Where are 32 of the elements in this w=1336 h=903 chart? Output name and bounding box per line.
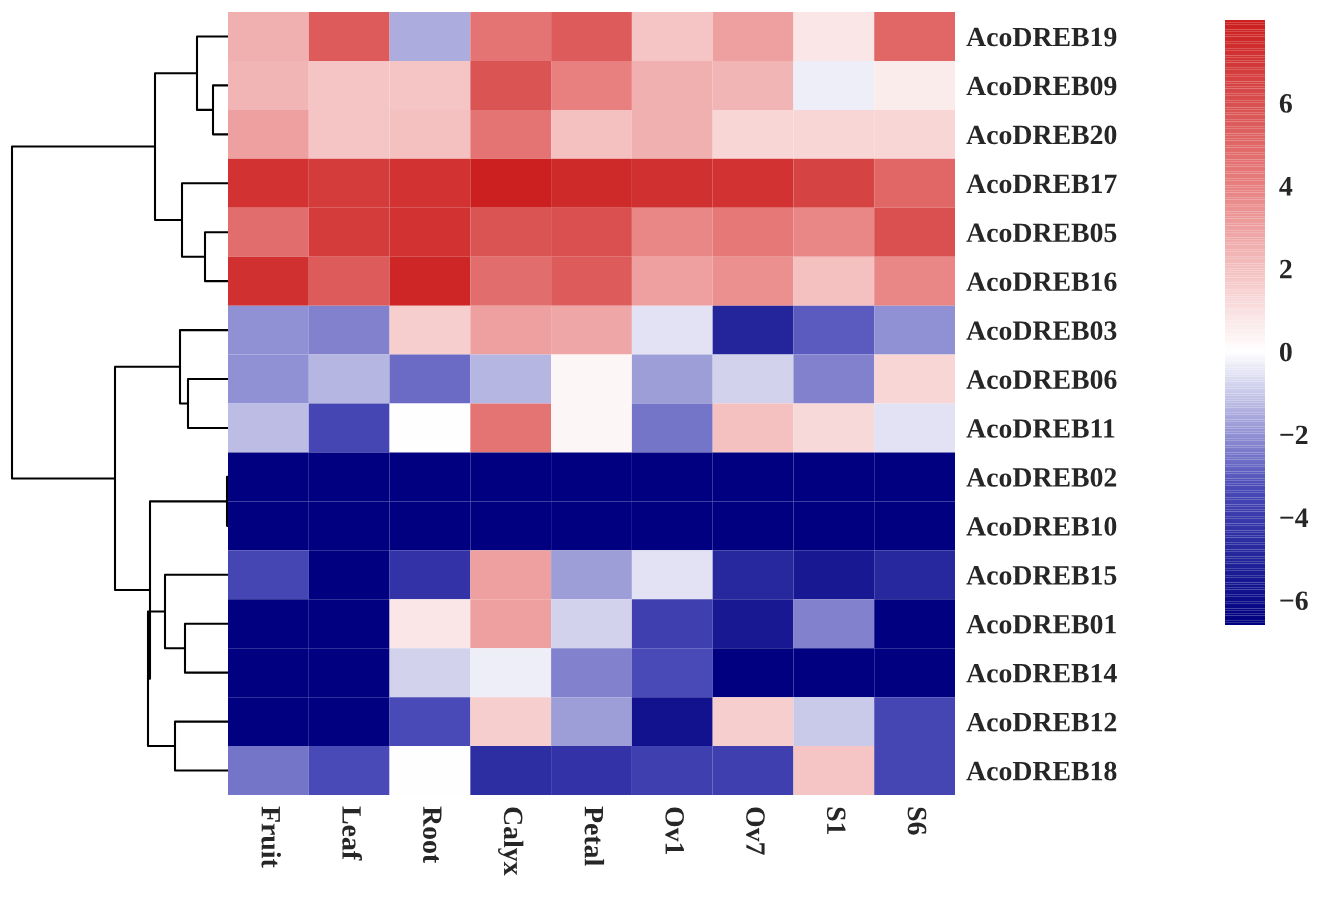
y-tick-label: AcoDREB05 xyxy=(966,223,1117,243)
x-tick-label: Fruit xyxy=(261,806,281,868)
x-tick-label: Calyx xyxy=(498,807,524,876)
y-tick-label: AcoDREB03 xyxy=(966,321,1117,340)
x-tick-label: Petal xyxy=(584,806,605,866)
y-tick-label: AcoDREB20 xyxy=(966,125,1117,145)
color-bar-label: −2 xyxy=(1280,425,1308,445)
y-tick-label: AcoDREB02 xyxy=(966,468,1117,487)
x-tick-label: S1 xyxy=(826,807,846,835)
y-tick-label: AcoDREB15 xyxy=(966,566,1117,585)
y-tick-label: AcoDREB16 xyxy=(966,272,1117,292)
x-tick-label: Leaf xyxy=(342,806,363,861)
y-tick-label: AcoDREB18 xyxy=(966,761,1117,781)
y-tick-label: AcoDREB11 xyxy=(966,419,1115,438)
x-tick-label: Root xyxy=(422,806,442,864)
color-bar-label: 0 xyxy=(1279,342,1292,362)
y-tick-label: AcoDREB09 xyxy=(966,76,1117,96)
x-tick-label: Ov1 xyxy=(665,807,684,855)
y-tick-label: AcoDREB12 xyxy=(966,712,1117,732)
y-tick-label: AcoDREB14 xyxy=(966,663,1117,683)
color-bar-label: −6 xyxy=(1280,591,1308,611)
y-tick-label: AcoDREB19 xyxy=(966,27,1117,47)
y-tick-label: AcoDREB06 xyxy=(966,370,1117,389)
color-bar-label: 6 xyxy=(1279,94,1292,113)
x-tick-label: S6 xyxy=(907,807,927,835)
y-tick-label: AcoDREB10 xyxy=(966,517,1117,536)
color-bar-label: 4 xyxy=(1279,177,1293,196)
y-tick-label: AcoDREB17 xyxy=(966,174,1117,194)
color-bar-label: −4 xyxy=(1280,508,1309,527)
x-tick-label: Ov7 xyxy=(746,807,765,855)
y-tick-label: AcoDREB01 xyxy=(966,614,1116,634)
color-bar-label: 2 xyxy=(1280,259,1292,279)
